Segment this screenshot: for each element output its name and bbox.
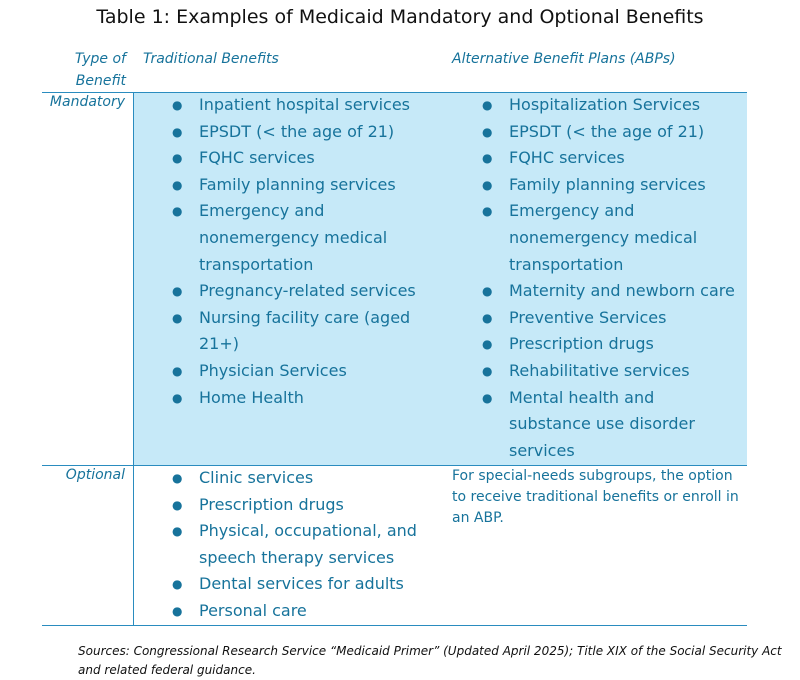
- list-item: EPSDT (< the age of 21): [172, 119, 431, 146]
- list-item: Physician Services: [172, 358, 431, 385]
- list-item: Family planning services: [482, 172, 741, 199]
- list-item: Preventive Services: [482, 305, 741, 332]
- row-label: Optional: [65, 467, 125, 483]
- header-type: Type of Benefit: [74, 51, 126, 89]
- list-item: Physical, occupational, and speech thera…: [172, 518, 431, 571]
- list-item: Personal care: [172, 598, 431, 625]
- list-item: Dental services for adults: [172, 571, 431, 598]
- list-item: EPSDT (< the age of 21): [482, 119, 741, 146]
- list-item: Family planning services: [172, 172, 431, 199]
- list-item: Prescription drugs: [172, 492, 431, 519]
- list-item: Emergency and nonemergency medical trans…: [172, 198, 431, 278]
- list: Hospitalization ServicesEPSDT (< the age…: [482, 92, 741, 465]
- list: Inpatient hospital servicesEPSDT (< the …: [172, 92, 431, 412]
- list-item: Nursing facility care (aged 21+): [172, 305, 431, 358]
- list-item: Clinic services: [172, 465, 431, 492]
- row-label: Mandatory: [49, 94, 125, 110]
- list-item: Home Health: [172, 385, 431, 412]
- list-item: Inpatient hospital services: [172, 92, 431, 119]
- list-item: Prescription drugs: [482, 331, 741, 358]
- list-item: Mental health and substance use disorder…: [482, 385, 741, 465]
- header-abp: Alternative Benefit Plans (ABPs): [452, 51, 676, 67]
- rule: [133, 92, 134, 625]
- list: Clinic servicesPrescription drugsPhysica…: [172, 465, 431, 625]
- list-item: Emergency and nonemergency medical trans…: [482, 198, 741, 278]
- cell-text: For special-needs subgroups, the option …: [452, 468, 739, 526]
- sources: Sources: Congressional Research Service …: [78, 644, 782, 677]
- list-item: FQHC services: [482, 145, 741, 172]
- list-item: Pregnancy-related services: [172, 278, 431, 305]
- list-item: Maternity and newborn care: [482, 278, 741, 305]
- rule: [42, 625, 747, 626]
- list-item: FQHC services: [172, 145, 431, 172]
- header-traditional: Traditional Benefits: [143, 51, 279, 67]
- list-item: Hospitalization Services: [482, 92, 741, 119]
- title: Table 1: Examples of Medicaid Mandatory …: [96, 6, 704, 28]
- list-item: Rehabilitative services: [482, 358, 741, 385]
